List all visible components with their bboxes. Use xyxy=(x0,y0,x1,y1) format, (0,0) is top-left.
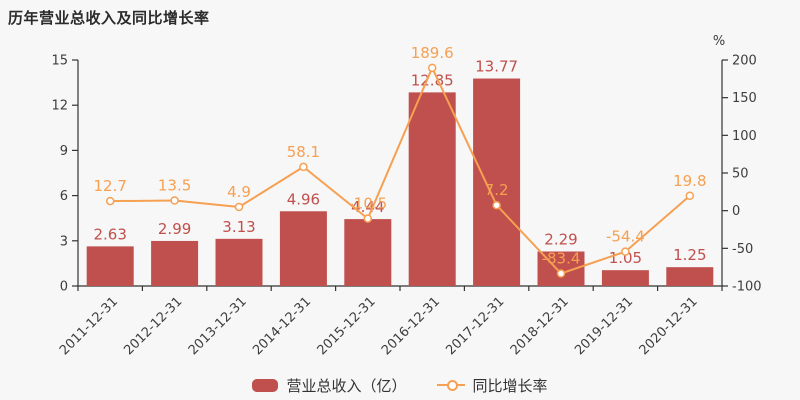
legend-revenue-label: 营业总收入（亿） xyxy=(286,376,407,395)
line-value-label: -54.4 xyxy=(606,228,645,246)
line-value-label: 19.8 xyxy=(673,172,706,190)
line-value-label: -83.4 xyxy=(542,249,581,267)
right-axis-tick-label: -100 xyxy=(732,280,762,295)
left-axis-tick-label: 15 xyxy=(51,54,68,69)
x-axis-category-label: 2019-12-31 xyxy=(572,294,636,358)
bar xyxy=(473,78,521,286)
line-point-marker xyxy=(621,247,630,256)
bar xyxy=(279,211,327,286)
x-axis-category-label: 2014-12-31 xyxy=(250,294,314,358)
x-axis-category-label: 2016-12-31 xyxy=(379,294,443,358)
line-value-label: 58.1 xyxy=(287,143,320,161)
left-axis-tick-label: 9 xyxy=(60,144,68,159)
bar-value-label: 13.77 xyxy=(475,58,518,76)
bar xyxy=(151,240,199,286)
bar-value-label: 1.25 xyxy=(673,246,706,264)
line-point-marker xyxy=(685,191,695,201)
bar-value-label: 4.96 xyxy=(287,190,320,208)
bar-value-label: 2.29 xyxy=(544,230,577,248)
bar xyxy=(344,219,392,286)
line-value-label: 13.5 xyxy=(158,176,191,194)
line-value-label: -10.5 xyxy=(348,195,387,213)
bar xyxy=(666,267,714,286)
line-value-label: 12.7 xyxy=(93,177,126,195)
x-axis-category-label: 2011-12-31 xyxy=(57,294,121,358)
left-axis-tick-label: 0 xyxy=(60,280,68,295)
bar-value-label: 2.63 xyxy=(93,225,126,243)
line-point-marker xyxy=(299,162,308,172)
bar-swatch-icon xyxy=(252,378,279,392)
line-point-marker xyxy=(427,63,437,73)
legend-growth-label: 同比增长率 xyxy=(472,376,548,395)
line-value-label: 189.6 xyxy=(411,44,454,62)
chart-title: 历年营业总收入及同比增长率 xyxy=(8,9,210,27)
legend-item-growth: 同比增长率 xyxy=(436,375,548,396)
line-point-marker xyxy=(170,196,179,205)
line-marker-icon xyxy=(436,379,465,391)
line-point-marker xyxy=(234,202,244,212)
line-point-marker xyxy=(556,269,566,278)
growth-line xyxy=(109,66,691,275)
right-axis-tick-label: 200 xyxy=(732,54,757,69)
x-axis-category-label: 2018-12-31 xyxy=(508,294,572,358)
x-axis-category-label: 2015-12-31 xyxy=(315,294,379,358)
bar xyxy=(408,92,456,286)
line-point-marker xyxy=(492,200,501,210)
legend-item-revenue: 营业总收入（亿） xyxy=(252,375,407,396)
bar xyxy=(86,246,134,286)
line-dot-icon xyxy=(446,380,458,391)
left-axis-tick-label: 6 xyxy=(60,189,68,204)
line-value-label: 7.2 xyxy=(485,181,509,199)
right-axis-tick-label: 100 xyxy=(732,129,757,144)
left-axis-tick-label: 3 xyxy=(60,234,68,249)
x-axis-category-label: 2020-12-31 xyxy=(637,294,701,358)
right-axis-tick-label: 0 xyxy=(732,204,740,219)
x-axis-category-label: 2012-12-31 xyxy=(121,294,185,358)
x-axis-category-label: 2017-12-31 xyxy=(443,294,507,358)
bar-value-label: 3.13 xyxy=(222,218,255,236)
right-axis-tick-label: 150 xyxy=(732,91,757,106)
bar-value-label: 12.85 xyxy=(411,71,454,89)
line-point-marker xyxy=(363,214,373,223)
bar xyxy=(601,270,649,286)
bar-value-label: 2.99 xyxy=(158,220,191,238)
right-axis-tick-label: 50 xyxy=(732,167,749,182)
line-value-label: 4.9 xyxy=(227,183,251,201)
bar xyxy=(215,238,263,286)
line-point-marker xyxy=(105,196,115,206)
right-axis-tick-label: -50 xyxy=(732,242,753,257)
left-axis-tick-label: 12 xyxy=(51,99,68,114)
right-axis-unit-label: % xyxy=(713,34,725,49)
legend: 营业总收入（亿） 同比增长率 xyxy=(0,372,800,398)
x-axis-category-label: 2013-12-31 xyxy=(186,294,250,358)
